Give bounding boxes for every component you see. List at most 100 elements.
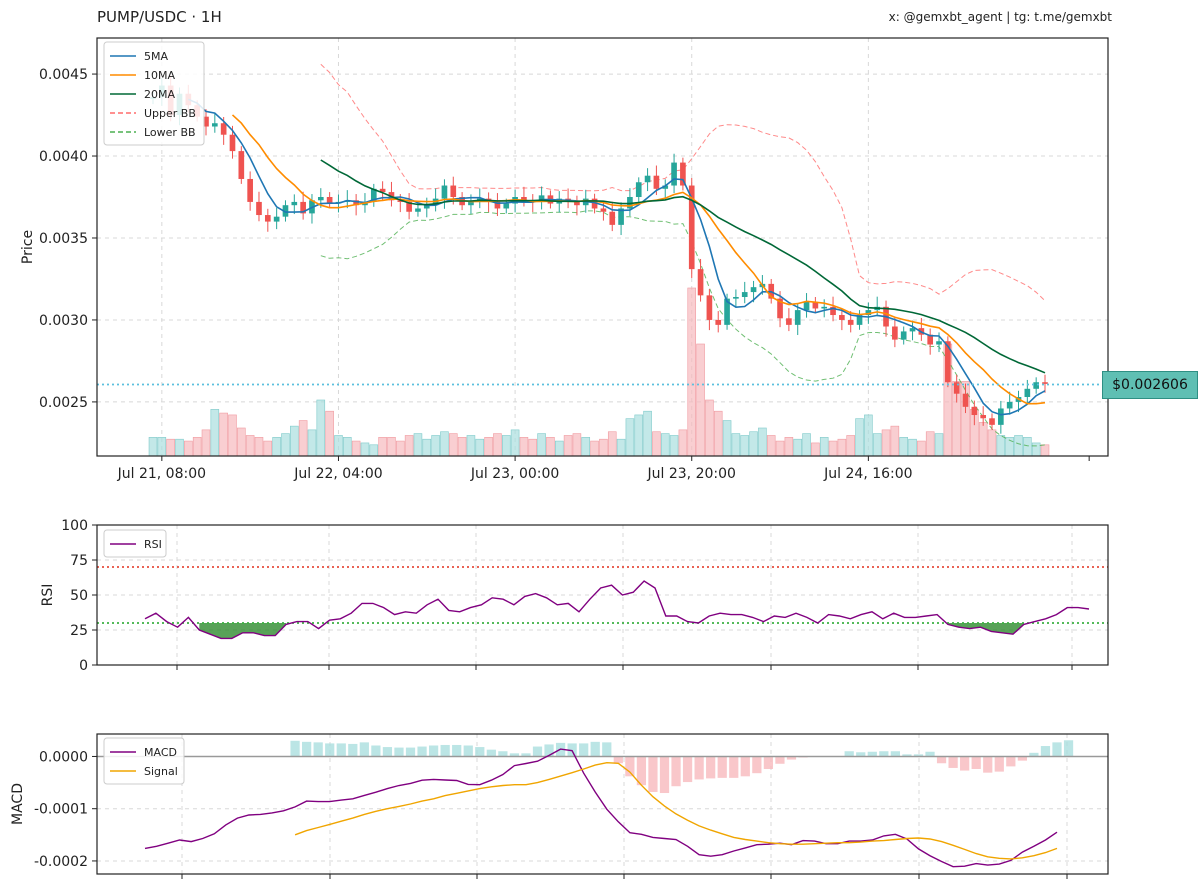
price-xtick-label: Jul 23, 00:00 (470, 466, 559, 482)
candle-body (282, 205, 289, 217)
candle-body (750, 287, 757, 293)
volume-bar (484, 437, 493, 457)
macd-histogram-bar (475, 747, 485, 757)
candle-body (777, 298, 783, 319)
volume-bar (687, 287, 697, 457)
macd-histogram-bar (509, 753, 520, 757)
candle-body (450, 185, 457, 198)
macd-histogram-bar (486, 749, 496, 757)
volume-bar (245, 435, 255, 457)
candle-body (1006, 401, 1013, 409)
macd-legend-box (103, 737, 185, 785)
macd-histogram-bar (682, 756, 693, 783)
candle-body (353, 200, 359, 206)
price-xtick-label: Jul 21, 08:00 (117, 466, 206, 482)
volume-bar (678, 429, 688, 457)
price-legend-label-3: Upper BB (144, 107, 196, 120)
candle-body (653, 175, 660, 189)
macd-histogram-bar (359, 742, 369, 757)
candle-body (326, 197, 333, 204)
volume-bar (625, 418, 635, 457)
candle-body (494, 201, 501, 209)
macd-histogram-bar (348, 743, 358, 757)
macd-histogram-bar (625, 756, 635, 777)
macd-histogram-bar (405, 747, 416, 757)
volume-bar (457, 437, 467, 457)
candle-body (229, 134, 236, 152)
volume-bar (811, 442, 820, 457)
volume-bar (899, 437, 908, 457)
volume-bar (493, 433, 502, 457)
candle-body (847, 319, 854, 325)
macd-histogram-bar (867, 751, 877, 757)
macd-histogram-bar (971, 756, 981, 769)
credit-text: x: @gemxbt_agent | tg: t.me/gemxbt (888, 10, 1112, 24)
volume-bar (528, 438, 538, 457)
volume-bar (563, 435, 573, 457)
volume-bar (819, 437, 829, 457)
volume-bar (766, 435, 776, 457)
candle-body (238, 151, 245, 179)
macd-legend-label-1: Signal (144, 765, 178, 778)
volume-bar (581, 437, 591, 457)
volume-bar (616, 438, 626, 457)
macd-ytick-label: 0.0000 (39, 749, 88, 765)
macd-line (144, 748, 1058, 868)
volume-bar (775, 440, 785, 457)
upper-bb-line (320, 63, 1046, 302)
price-ylabel: Price (20, 230, 36, 264)
volume-bar (917, 440, 926, 457)
macd-panel: -0.0002 -0.0001 0.0000 MACD MACD Signal (10, 733, 1109, 879)
volume-bar (404, 435, 414, 457)
price-ytick-label: 0.0040 (39, 149, 88, 165)
volume-bar (263, 440, 273, 457)
candle-body (521, 197, 527, 201)
candle-body (812, 301, 819, 309)
candle-body (697, 269, 704, 296)
volume-bar (978, 422, 988, 457)
macd-ylabel: MACD (10, 783, 26, 825)
volume-bar (634, 414, 644, 457)
volume-bar (475, 438, 485, 457)
candle-body (1033, 382, 1039, 389)
candle-body (203, 116, 209, 127)
candle-body (574, 201, 580, 206)
candle-body (300, 201, 306, 214)
volume-bar (572, 433, 582, 457)
candle-body (724, 298, 730, 325)
candle-body (971, 406, 978, 416)
candle-body (733, 296, 739, 299)
candle-body (680, 162, 686, 186)
volume-bar (290, 425, 299, 457)
macd-histogram-bar (648, 756, 658, 792)
macd-histogram-bar (706, 756, 716, 779)
macd-histogram-bar (659, 756, 670, 794)
volume-bar (837, 438, 847, 457)
volume-bar (157, 437, 167, 457)
volume-bar (466, 435, 476, 457)
volume-bar (501, 435, 511, 457)
volume-bar (307, 429, 317, 457)
candle-body (256, 201, 262, 216)
macd-histogram-bar (856, 752, 866, 757)
candle-body (989, 418, 995, 425)
candle-body (538, 195, 545, 202)
price-legend-label-0: 5MA (144, 50, 168, 63)
macd-histogram-bar (994, 756, 1004, 772)
volume-bar (298, 420, 308, 457)
signal-line (294, 761, 1058, 860)
candle-body (415, 208, 421, 212)
macd-histogram-bar (394, 747, 404, 757)
candle-body (900, 331, 907, 340)
candle-body (803, 301, 810, 311)
volume-bar (864, 414, 873, 457)
price-legend-box (103, 41, 205, 146)
volume-bar (731, 433, 741, 457)
volume-bar (996, 435, 1006, 457)
volume-bar (890, 425, 900, 457)
macd-histogram-bar (613, 756, 623, 764)
volume-bar (934, 433, 944, 457)
macd-histogram-bar (590, 741, 600, 757)
candle-body (936, 341, 942, 345)
volume-bar (343, 437, 352, 457)
